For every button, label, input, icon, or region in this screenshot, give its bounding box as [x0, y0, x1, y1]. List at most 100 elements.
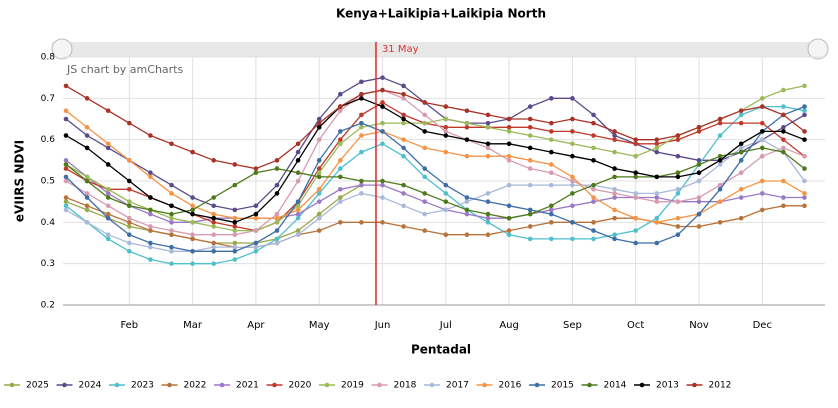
data-point [127, 220, 132, 225]
data-point [169, 228, 174, 233]
data-point [232, 232, 238, 238]
data-point [760, 191, 765, 196]
data-point [506, 116, 512, 122]
data-point [105, 162, 111, 167]
data-point [232, 182, 238, 188]
data-point [380, 104, 385, 109]
data-point [549, 236, 554, 242]
data-point [232, 228, 238, 233]
data-point [295, 228, 301, 233]
data-point [464, 153, 470, 159]
data-point [127, 186, 132, 192]
data-point [359, 182, 364, 188]
data-point [316, 174, 322, 180]
data-point [84, 203, 90, 209]
scrollbar[interactable] [52, 42, 822, 57]
data-point [717, 120, 723, 126]
data-point [760, 96, 765, 101]
data-point [738, 149, 744, 155]
data-point [717, 162, 723, 167]
data-point [105, 211, 111, 217]
data-point [253, 203, 259, 209]
data-point [654, 199, 660, 204]
data-point [738, 120, 744, 126]
data-point [675, 174, 681, 180]
data-point [422, 199, 428, 204]
data-point [612, 137, 617, 142]
data-point [591, 195, 596, 200]
data-point [401, 191, 406, 196]
data-point [527, 224, 533, 229]
x-tick-label: Apr [247, 320, 265, 331]
data-point [295, 203, 301, 209]
data-point [338, 141, 343, 147]
data-point [781, 203, 786, 209]
data-point [506, 124, 512, 130]
data-point [781, 104, 786, 109]
data-point [527, 158, 533, 163]
data-point [401, 96, 406, 101]
data-point [654, 240, 660, 246]
legend-label: 2025 [26, 381, 49, 391]
data-point [675, 137, 681, 142]
data-point [443, 104, 449, 109]
data-point [84, 178, 90, 184]
data-point [190, 195, 195, 200]
data-point [401, 203, 406, 209]
data-point [781, 149, 786, 155]
data-point [675, 232, 681, 238]
data-point [675, 153, 681, 159]
data-point [148, 211, 153, 217]
data-point [295, 232, 301, 238]
legend-label: 2022 [184, 381, 207, 391]
data-point [738, 215, 744, 221]
data-point [295, 149, 301, 155]
data-point [485, 112, 491, 118]
series-line [65, 105, 805, 252]
data-point [760, 137, 765, 142]
data-point [506, 228, 512, 233]
data-point [675, 191, 681, 196]
data-point [359, 79, 364, 85]
data-point [169, 182, 174, 188]
data-point [148, 224, 153, 229]
scroll-handle-left[interactable] [51, 38, 73, 60]
data-point [760, 129, 765, 134]
data-point [359, 112, 364, 118]
data-point [675, 186, 681, 192]
credit[interactable]: JS chart by amCharts [66, 63, 183, 76]
data-point [802, 195, 807, 200]
data-point [549, 137, 554, 142]
data-point [802, 178, 807, 184]
data-point [675, 170, 681, 176]
data-point [127, 203, 132, 209]
data-point [570, 178, 575, 184]
data-point [232, 215, 238, 221]
data-point [127, 120, 132, 126]
data-point [802, 108, 807, 114]
data-point [169, 215, 174, 221]
data-point [781, 145, 786, 151]
data-point [63, 158, 69, 163]
legend-marker [219, 382, 225, 388]
data-point [338, 195, 343, 200]
data-point [654, 149, 660, 155]
data-point [781, 112, 786, 118]
data-point [612, 166, 617, 171]
cursor-label: 31 May [382, 44, 419, 55]
data-point [127, 232, 132, 238]
data-point [84, 191, 90, 196]
data-point [401, 224, 406, 229]
data-point [696, 162, 702, 167]
data-point [148, 195, 153, 200]
scroll-handle-right[interactable] [807, 38, 829, 60]
legend-marker [9, 382, 15, 388]
legend-marker [692, 382, 697, 388]
data-point [570, 182, 575, 188]
data-point [359, 220, 364, 225]
data-point [148, 170, 153, 176]
data-point [612, 207, 617, 213]
data-point [527, 145, 533, 151]
data-point [549, 211, 554, 217]
series-line [65, 138, 806, 252]
